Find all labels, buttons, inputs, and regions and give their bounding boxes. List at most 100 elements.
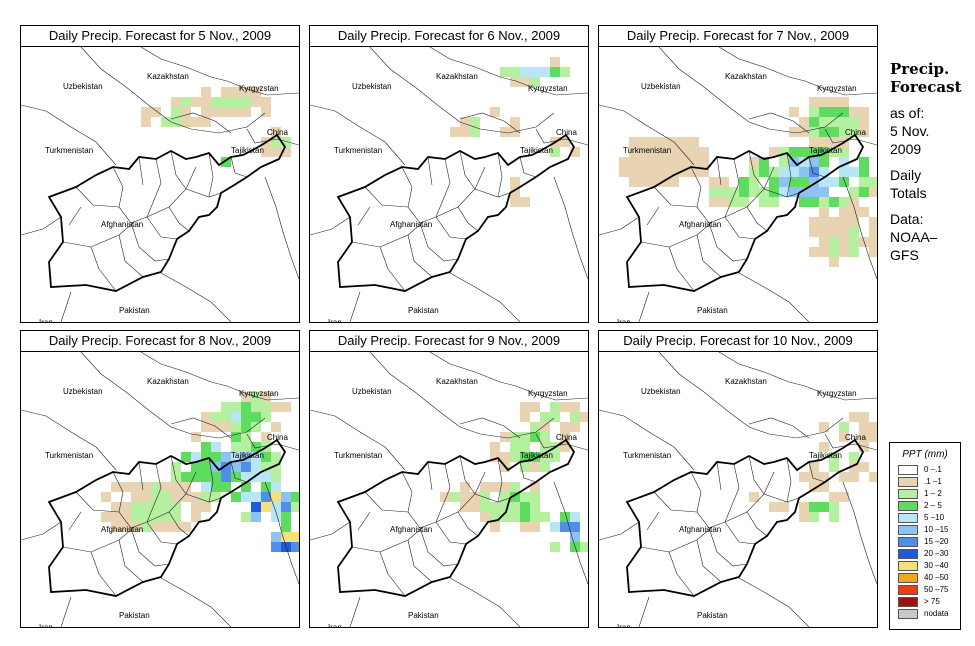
precip-cell: [530, 422, 540, 432]
precip-cell: [211, 442, 221, 452]
legend-item: 15 –20: [898, 537, 956, 548]
precip-cell: [829, 177, 839, 187]
precip-cell: [490, 522, 500, 532]
precip-cell: [540, 67, 550, 77]
precip-cell: [500, 432, 510, 442]
province-border: [401, 166, 486, 224]
precip-cell: [839, 247, 849, 257]
precip-cell: [739, 197, 749, 207]
precip-cell: [510, 482, 520, 492]
precip-cell: [709, 187, 719, 197]
precip-cell: [799, 177, 809, 187]
precip-cell: [281, 522, 291, 532]
precip-cell: [649, 157, 659, 167]
precip-cells: [101, 392, 299, 552]
legend-label: 20 –30: [924, 549, 949, 558]
precip-cell: [231, 97, 241, 107]
precip-cell: [241, 432, 251, 442]
precip-cell: [849, 207, 859, 217]
precip-map: Uzbekistan Kazakhstan Kyrgyzstan China Turkm…: [309, 351, 589, 628]
province-border: [419, 527, 459, 567]
precip-cell: [520, 452, 530, 462]
precip-cell: [261, 402, 271, 412]
legend-label: 30 –40: [924, 561, 949, 570]
legend-swatch: [898, 597, 918, 607]
precip-map: Uzbekistan Kazakhstan Kyrgyzstan China Turkm…: [309, 46, 589, 323]
precip-cell: [799, 157, 809, 167]
precip-cell: [490, 482, 500, 492]
precip-cell: [231, 87, 241, 97]
precip-cell: [639, 147, 649, 157]
precip-cell: [679, 157, 689, 167]
panel-title: Daily Precip. Forecast for 9 Nov., 2009: [309, 330, 589, 352]
precip-cell: [261, 107, 271, 117]
map-label-pakistan: Pakistan: [119, 306, 150, 315]
precip-cells: [440, 402, 588, 552]
precip-cell: [161, 482, 171, 492]
precip-cell: [291, 502, 299, 512]
precip-cell: [181, 492, 191, 502]
precip-cell: [649, 177, 659, 187]
country-border: [310, 104, 406, 166]
province-border: [435, 158, 451, 218]
precip-cell: [221, 482, 231, 492]
precip-map: Uzbekistan Kazakhstan Kyrgyzstan China Turkm…: [598, 351, 878, 628]
precip-cell: [211, 97, 221, 107]
precip-cell: [241, 482, 251, 492]
map-label-iran: Iran: [617, 623, 631, 627]
legend-swatch: [898, 525, 918, 535]
precip-cell: [440, 492, 450, 502]
precip-cell: [550, 67, 560, 77]
precip-cell: [819, 97, 829, 107]
map-label-kyrgyzstan: Kyrgyzstan: [817, 389, 857, 398]
precip-cell: [231, 462, 241, 472]
precip-cell: [281, 402, 291, 412]
map-label-tajikistan: Tajikistan: [809, 451, 842, 460]
precip-cell: [699, 167, 709, 177]
map-label-pakistan: Pakistan: [119, 611, 150, 620]
country-border: [459, 112, 521, 134]
forecast-panel-nov7: Daily Precip. Forecast for 7 Nov., 2009 …: [598, 25, 878, 323]
precip-cell: [490, 512, 500, 522]
precip-cell: [759, 157, 769, 167]
precip-cell: [111, 522, 121, 532]
precip-cell: [121, 482, 131, 492]
precip-cell: [171, 522, 181, 532]
precip-cell: [201, 117, 211, 127]
precip-cell: [839, 177, 849, 187]
precip-cell: [560, 137, 570, 147]
country-border: [369, 352, 555, 439]
precip-cell: [829, 492, 839, 502]
province-border: [457, 206, 479, 232]
precip-cell: [829, 247, 839, 257]
precip-cell: [809, 127, 819, 137]
precip-cell: [699, 147, 709, 157]
map-label-uzbekistan: Uzbekistan: [63, 82, 103, 91]
precip-cell: [809, 227, 819, 237]
precip-cell: [241, 107, 251, 117]
precip-cell: [271, 512, 281, 522]
precip-cell: [520, 67, 530, 77]
precip-cell: [251, 512, 261, 522]
precip-cell: [271, 502, 281, 512]
precip-cell: [839, 107, 849, 117]
country-border: [658, 352, 844, 439]
precip-cell: [241, 452, 251, 462]
precip-cell: [221, 107, 231, 117]
country-border: [310, 409, 406, 471]
precip-cell: [271, 452, 281, 462]
precip-cell: [101, 492, 111, 502]
precip-cell: [769, 502, 779, 512]
legend-swatch: [898, 513, 918, 523]
precip-cell: [221, 472, 231, 482]
precip-cell: [839, 207, 849, 217]
map-label-uzbekistan: Uzbekistan: [352, 387, 392, 396]
province-border: [112, 166, 197, 224]
precip-cell: [570, 532, 580, 542]
map-label-pakistan: Pakistan: [408, 306, 439, 315]
precip-cell: [201, 462, 211, 472]
precip-cell: [530, 432, 540, 442]
precip-cell: [779, 157, 789, 167]
map-label-tajikistan: Tajikistan: [231, 146, 264, 155]
precip-cell: [749, 157, 759, 167]
